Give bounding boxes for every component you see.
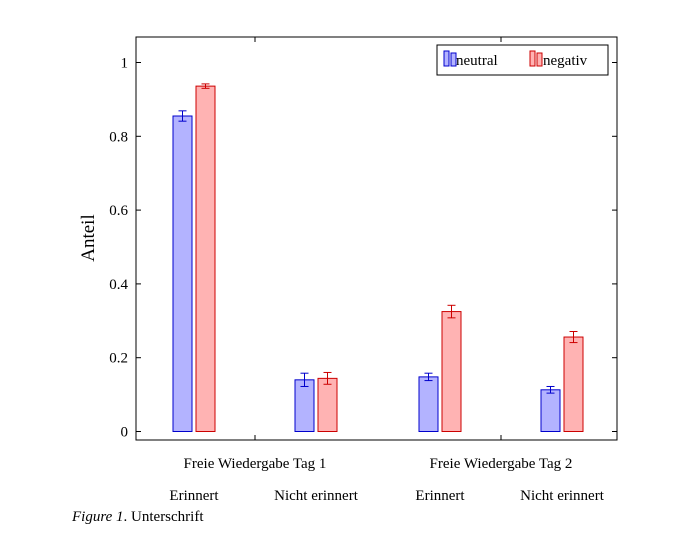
- legend-label-negativ: negativ: [543, 53, 588, 69]
- caption-text: Unterschrift: [131, 509, 204, 525]
- y-tick-label: 1: [121, 56, 129, 72]
- bar-negativ: [563, 336, 584, 433]
- y-tick-label: 0.6: [109, 203, 128, 219]
- category-label: Nicht erinnert: [274, 488, 359, 504]
- category-label: Erinnert: [415, 488, 465, 504]
- bar-negativ: [441, 311, 462, 433]
- bar-neutral: [540, 389, 561, 433]
- y-tick-label: 0.8: [109, 129, 128, 145]
- legend-swatch: [450, 52, 457, 67]
- y-tick-label: 0.2: [109, 351, 128, 367]
- y-tick-label: 0.4: [109, 277, 128, 293]
- bar-neutral: [294, 379, 315, 432]
- plot-frame: [135, 36, 618, 441]
- category-label: Erinnert: [169, 488, 219, 504]
- bar-neutral: [418, 376, 439, 432]
- category-label: Nicht erinnert: [520, 488, 605, 504]
- y-axis-title: Anteil: [78, 214, 99, 262]
- y-tick-label: 0: [121, 425, 129, 441]
- legend-label-neutral: neutral: [456, 53, 498, 69]
- legend-swatch: [443, 50, 450, 67]
- legend-box: [436, 44, 609, 76]
- legend-swatch: [536, 52, 543, 67]
- bar-negativ: [195, 85, 216, 432]
- group-label: Freie Wiedergabe Tag 1: [184, 456, 327, 472]
- figure-label: Figure 1: [72, 509, 124, 525]
- legend-swatch: [529, 50, 536, 67]
- legend: neutral negativ: [436, 44, 609, 76]
- figure-caption: Figure 1. Unterschrift: [72, 509, 204, 525]
- ticks-layer: 0 0.2 0.4 0.6 0.8 1 Freie Wiedergabe Tag 1 Frei…: [109, 37, 617, 504]
- group-label: Freie Wiedergabe Tag 2: [430, 456, 573, 472]
- bar-neutral: [172, 115, 193, 432]
- bars-layer: [172, 83, 584, 433]
- bar-negativ: [317, 377, 338, 433]
